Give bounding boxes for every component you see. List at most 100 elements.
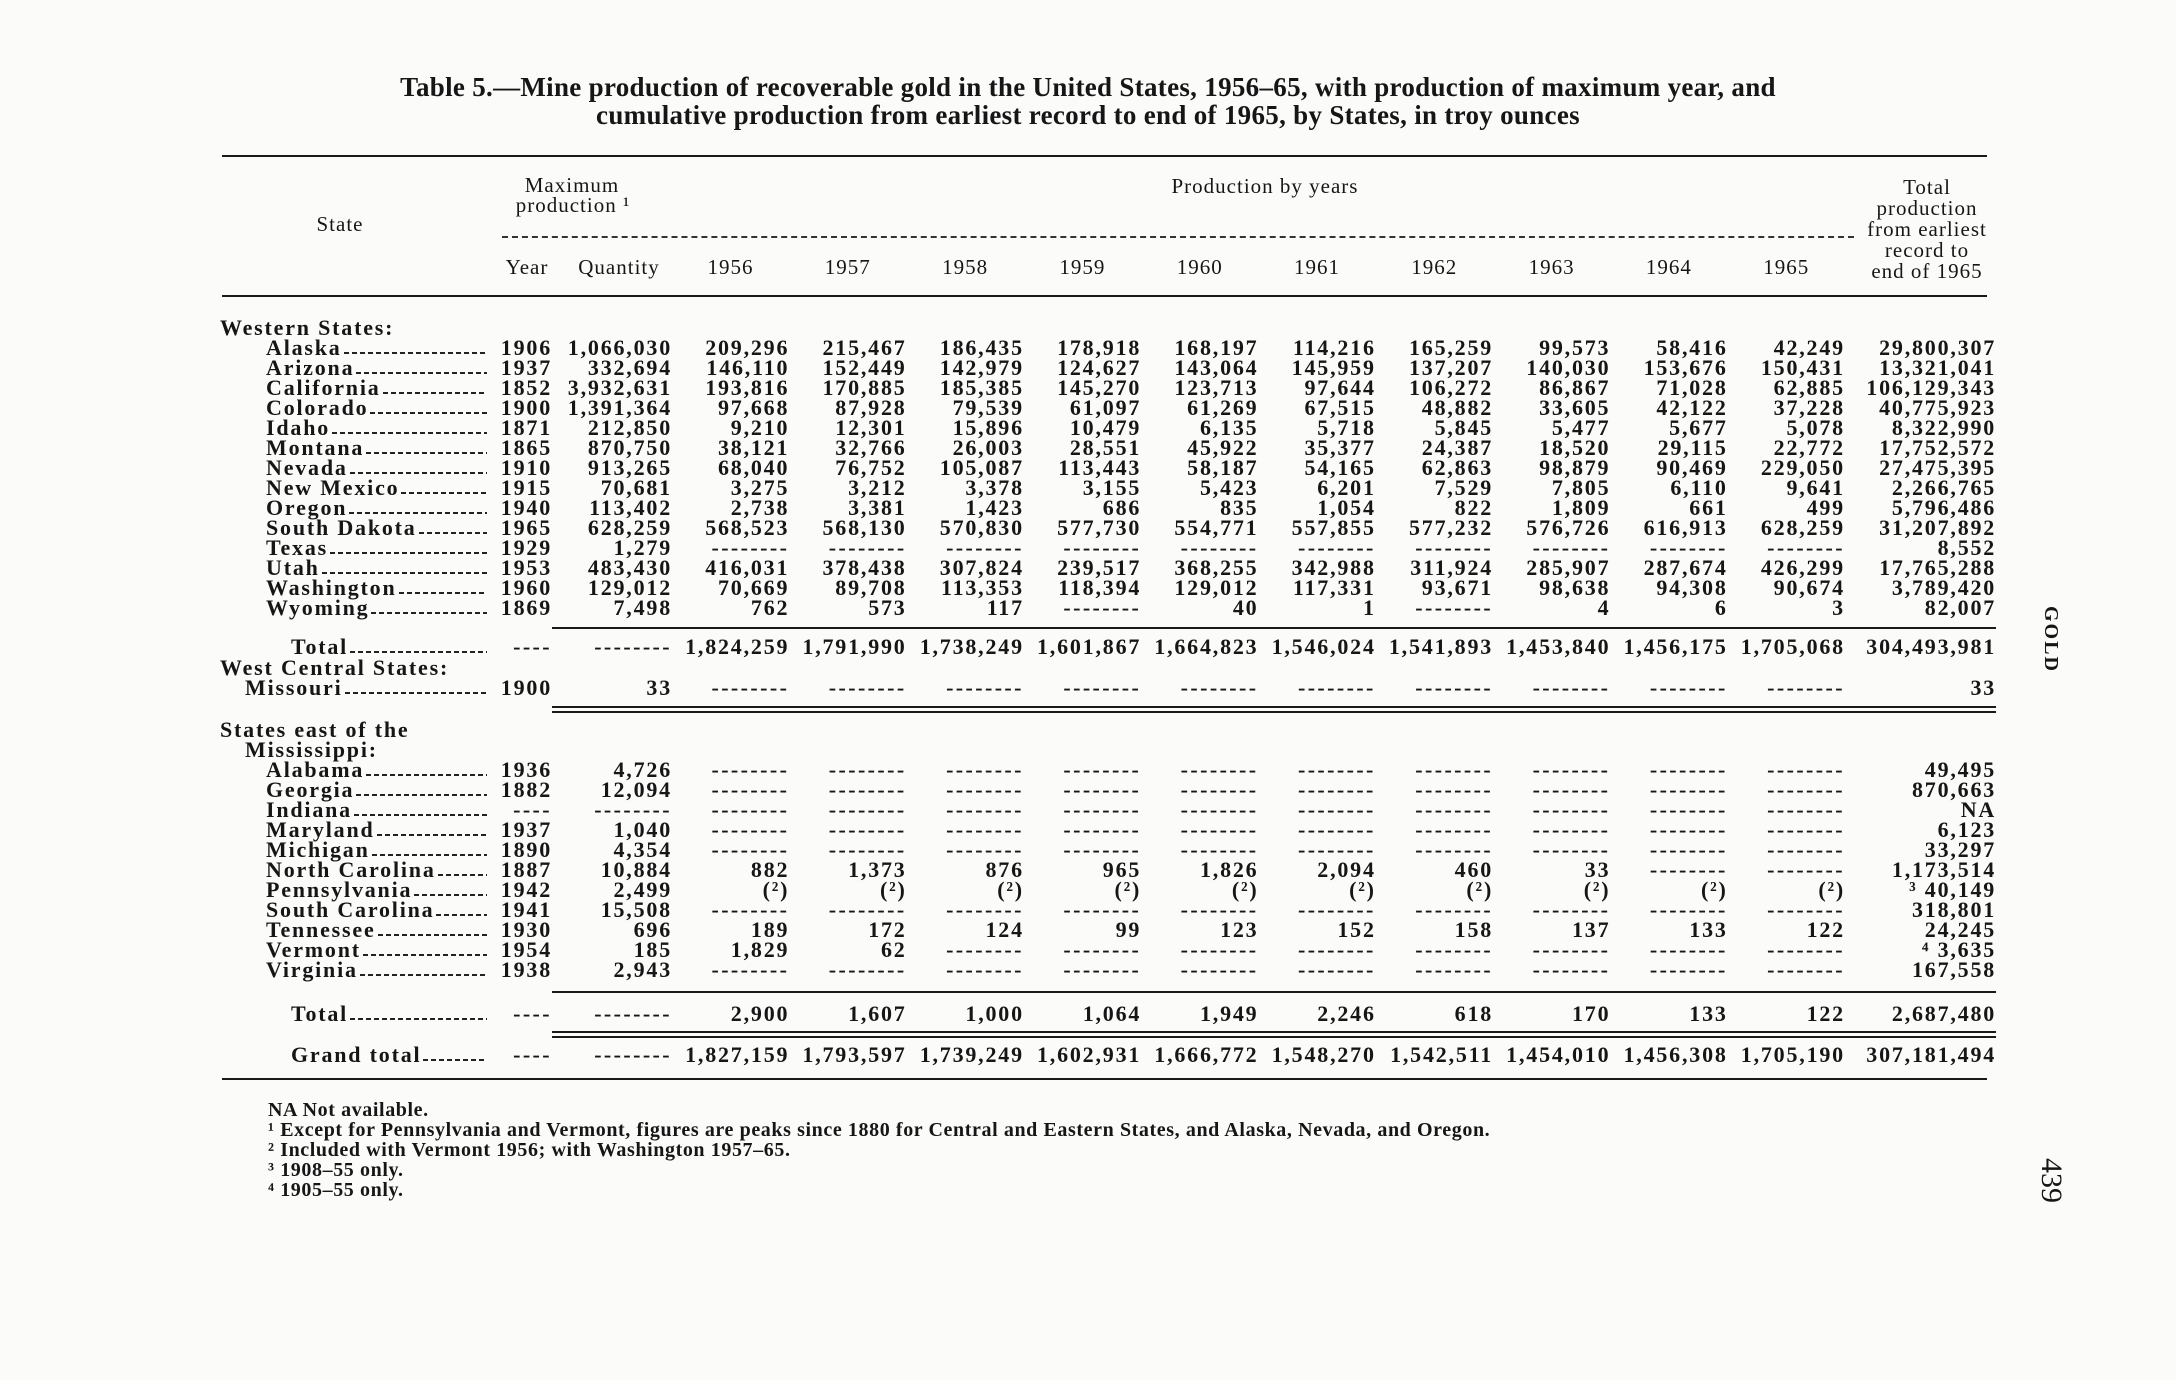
- dot-leader: [350, 651, 487, 653]
- max-year-cell: ----: [513, 1001, 552, 1026]
- production-1964-cell: 5,677: [1669, 415, 1728, 440]
- production-1958-cell: --------: [946, 757, 1024, 782]
- state-name: Total: [291, 1001, 349, 1026]
- production-1962-cell: 106,272: [1408, 375, 1494, 400]
- state-name: Utah: [266, 555, 320, 580]
- production-1956-cell: 38,121: [717, 435, 790, 460]
- max-quantity-cell: 483,430: [587, 555, 672, 580]
- production-1958-cell: 1,738,249: [919, 634, 1024, 659]
- state-cell: California: [220, 377, 495, 399]
- production-1965-cell: 42,249: [1773, 335, 1845, 360]
- production-1965-cell: --------: [1767, 897, 1845, 922]
- production-1959-cell: 3,155: [1082, 475, 1142, 500]
- production-1962-cell: --------: [1415, 837, 1494, 862]
- production-1959-cell: --------: [1063, 535, 1142, 560]
- production-1956-cell: 1,829: [730, 937, 790, 962]
- production-1959-cell: --------: [1063, 675, 1142, 700]
- production-1956-cell: 568,523: [705, 515, 790, 540]
- production-1964-cell: 1,456,308: [1623, 1042, 1728, 1067]
- rule: [220, 980, 1997, 1004]
- production-1957-cell: 215,467: [822, 335, 907, 360]
- production-1956-cell: 70,669: [717, 575, 790, 600]
- total-production-cell: 33,297: [1924, 837, 1997, 862]
- production-1959-cell: --------: [1063, 837, 1142, 862]
- header-max-production-line1: Maximum: [524, 173, 620, 197]
- dot-leader: [321, 572, 487, 574]
- table-row: South Dakota 1965 628,259 568,523 568,130 570…: [220, 515, 1996, 540]
- max-year-cell: 1930: [500, 917, 552, 942]
- production-1961-cell: 6,201: [1317, 475, 1376, 500]
- production-1957-cell: 87,928: [835, 395, 907, 420]
- state-cell: Idaho: [220, 417, 495, 439]
- section-heading: West Central States:: [220, 656, 1996, 678]
- production-1960-cell: 58,187: [1187, 455, 1259, 480]
- production-1963-cell: --------: [1532, 675, 1611, 700]
- max-year-cell: 1852: [500, 375, 552, 400]
- max-quantity-cell: 129,012: [587, 575, 672, 600]
- production-1960-cell: 143,064: [1174, 355, 1259, 380]
- footnote-na: NA Not available.: [268, 1099, 429, 1121]
- max-quantity-cell: 913,265: [587, 455, 672, 480]
- table-row: Texas 1929 1,279 -------- -------- -------- --…: [220, 535, 1996, 560]
- production-1961-cell: 5,718: [1317, 415, 1376, 440]
- production-1963-cell: 576,726: [1526, 515, 1611, 540]
- double-rule: [220, 698, 1997, 720]
- production-1959-cell: 118,394: [1058, 575, 1142, 600]
- production-1964-cell: 6,110: [1670, 475, 1728, 500]
- state-cell: Indiana: [220, 797, 495, 822]
- production-1958-cell: 1,000: [965, 1001, 1024, 1026]
- max-year-cell: 1938: [500, 957, 552, 982]
- header-rule: [222, 295, 1987, 297]
- max-quantity-cell: 10,884: [600, 857, 672, 882]
- production-1963-cell: 137: [1571, 917, 1611, 942]
- state-name: Montana: [266, 435, 365, 460]
- state-cell: Texas: [220, 537, 495, 559]
- total-production-cell: ³ 40,149: [1909, 877, 1997, 902]
- production-1960-cell: --------: [1180, 897, 1259, 922]
- production-1958-cell: 876: [985, 857, 1024, 882]
- production-1964-cell: 1,456,175: [1623, 634, 1728, 659]
- footnotes: NA Not available. ¹ Except for Pennsylva…: [268, 1100, 1490, 1200]
- production-1960-cell: (²): [1231, 877, 1259, 902]
- header-total-line: record to: [1884, 238, 1970, 262]
- production-1960-cell: 123: [1220, 917, 1259, 942]
- total-production-cell: 17,765,288: [1879, 555, 1997, 580]
- state-name: New Mexico: [266, 475, 400, 500]
- dot-leader: [437, 874, 487, 876]
- grand-total-row: Grand total ---- -------- 1,827,159 1,793,59…: [220, 1042, 1996, 1067]
- production-1960-cell: --------: [1180, 797, 1259, 822]
- max-quantity-cell: 185: [633, 937, 672, 962]
- production-1963-cell: --------: [1532, 817, 1611, 842]
- header-year-1959: 1959: [1059, 255, 1106, 279]
- state-name: Colorado: [266, 395, 369, 420]
- table-row: Georgia 1882 12,094 -------- -------- -------…: [220, 779, 1996, 801]
- production-1962-cell: --------: [1415, 535, 1494, 560]
- total-production-cell: 318,801: [1911, 897, 1997, 922]
- production-1958-cell: --------: [946, 897, 1024, 922]
- production-1958-cell: 186,435: [939, 335, 1024, 360]
- total-production-cell: 167,558: [1911, 957, 1997, 982]
- production-1956-cell: 97,668: [717, 395, 790, 420]
- rule-line: [552, 710, 1997, 713]
- production-1961-cell: 97,644: [1304, 375, 1376, 400]
- rule-line: [552, 1036, 1997, 1038]
- header-year-1965: 1965: [1763, 255, 1810, 279]
- production-1959-cell: --------: [1063, 595, 1142, 620]
- rule-line: [552, 991, 1997, 993]
- table-row: Montana 1865 870,750 38,121 32,766 26,003 28,5…: [220, 435, 1996, 460]
- production-1960-cell: 168,197: [1174, 335, 1259, 360]
- table-row: Virginia 1938 2,943 -------- -------- -------…: [220, 957, 1997, 982]
- total-production-cell: 49,495: [1924, 757, 1997, 782]
- production-1956-cell: --------: [711, 957, 790, 982]
- header-total-line: from earliest: [1867, 217, 1987, 241]
- production-1965-cell: --------: [1767, 675, 1845, 700]
- production-1960-cell: 61,269: [1187, 395, 1259, 420]
- production-1964-cell: 133: [1689, 917, 1728, 942]
- state-name: Indiana: [266, 797, 352, 822]
- production-1958-cell: 307,824: [939, 555, 1024, 580]
- production-1959-cell: 113,443: [1058, 455, 1142, 480]
- max-year-cell: 1937: [500, 817, 552, 842]
- production-1961-cell: 1,054: [1317, 495, 1376, 520]
- production-1962-cell: --------: [1415, 675, 1494, 700]
- production-1961-cell: --------: [1297, 757, 1376, 782]
